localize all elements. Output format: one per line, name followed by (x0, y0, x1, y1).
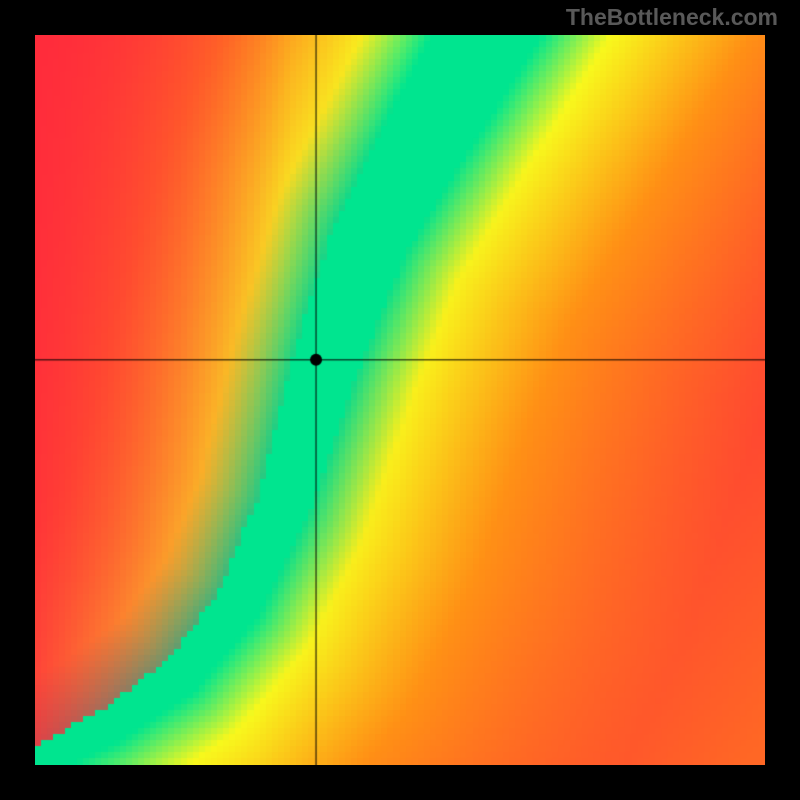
chart-container: TheBottleneck.com (0, 0, 800, 800)
bottleneck-heatmap (35, 35, 765, 765)
watermark-text: TheBottleneck.com (566, 4, 778, 31)
